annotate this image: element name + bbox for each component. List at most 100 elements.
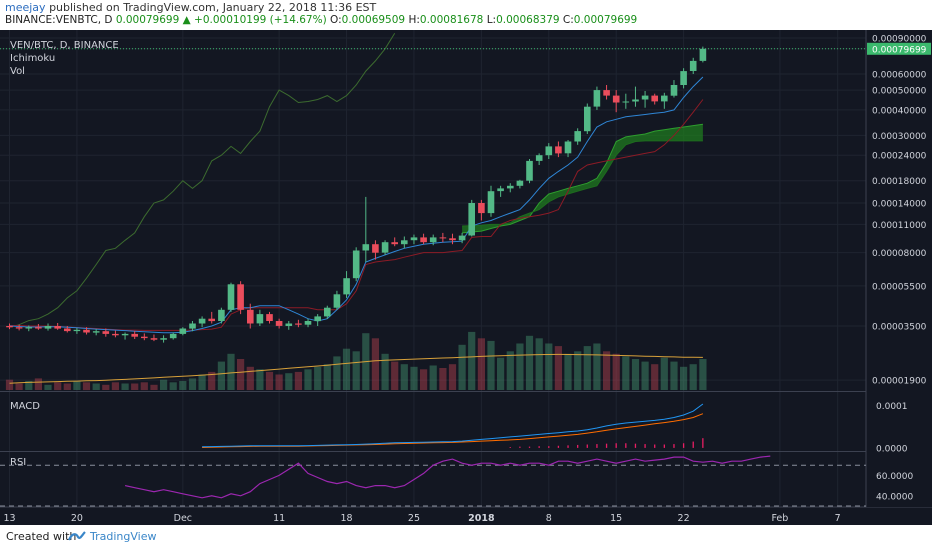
- candle-body: [381, 242, 389, 253]
- candle-body: [160, 338, 167, 340]
- volume-bar: [448, 364, 457, 390]
- candle-body: [612, 95, 620, 103]
- last-price-tag: [867, 42, 931, 55]
- candle-body: [352, 250, 360, 279]
- price-tick-label: 0.00060000: [872, 70, 927, 80]
- candle-body: [651, 95, 658, 102]
- candle-body: [699, 48, 707, 61]
- candle-body: [304, 321, 312, 325]
- high-label: H:: [408, 14, 420, 26]
- rsi-pane: [0, 455, 866, 507]
- volume-bar: [342, 348, 351, 390]
- time-tick-label: 18: [341, 513, 353, 524]
- volume-bar: [323, 364, 331, 390]
- price-tick-label: 0.00005500: [872, 282, 927, 292]
- candle-body: [102, 331, 110, 334]
- volume-bar: [506, 351, 514, 391]
- candle-body: [266, 314, 273, 321]
- price-tick-label: 0.00030000: [872, 132, 927, 142]
- candle-body: [487, 191, 495, 214]
- candle-body: [603, 90, 610, 96]
- chikou-span: [9, 32, 396, 328]
- candle-body: [208, 318, 215, 322]
- tradingview-logo-icon: [68, 531, 86, 541]
- candle-body: [632, 99, 639, 102]
- volume-bar: [237, 359, 245, 390]
- candle-body: [680, 71, 687, 85]
- candle-body: [35, 327, 42, 329]
- volume-bar: [169, 382, 177, 391]
- volume-bar: [391, 361, 399, 390]
- candle-body: [420, 237, 427, 243]
- candle-body: [555, 146, 562, 154]
- low-value: 0.00068379: [496, 14, 560, 26]
- volume-bar: [525, 335, 534, 391]
- candle-body: [150, 338, 158, 340]
- macd-line: [202, 403, 704, 448]
- up-arrow-icon: ▲: [182, 14, 191, 26]
- candle-body: [198, 318, 206, 324]
- volume-bar: [371, 338, 379, 390]
- volume-bar: [179, 381, 187, 390]
- time-axis[interactable]: 13 20 Dec 11 18 25 2018 8 15 22 Feb 7: [3, 513, 840, 524]
- tradingview-brand-link[interactable]: TradingView: [90, 530, 157, 543]
- volume-bar: [150, 384, 158, 390]
- candle-body: [141, 336, 148, 339]
- time-tick-label: Feb: [771, 513, 788, 524]
- volume-bar: [188, 378, 197, 390]
- candle-body: [44, 326, 52, 329]
- close-value: 0.00079699: [573, 14, 638, 26]
- kumo-fill: [462, 124, 703, 233]
- macd-tick-label: 0.0001: [876, 402, 908, 412]
- open-value: 0.00069509: [341, 14, 406, 26]
- volume-bar: [63, 383, 71, 390]
- legend-ichimoku[interactable]: Ichimoku: [10, 53, 55, 64]
- volume-bar: [92, 383, 100, 390]
- candle-body: [468, 203, 475, 236]
- price-tick-label: 0.00014000: [872, 200, 927, 210]
- price-tick-label: 0.00001900: [872, 377, 927, 387]
- volume-bar: [160, 379, 168, 390]
- candle-body: [83, 329, 90, 333]
- volume-bar: [622, 356, 630, 390]
- candle-body: [478, 203, 485, 214]
- legend-vol[interactable]: Vol: [10, 66, 25, 77]
- senkou-span-a: [462, 123, 703, 234]
- volume-bar: [429, 365, 437, 390]
- ohlc-line: BINANCE:VENBTC, D 0.00079699 ▲ +0.000101…: [5, 14, 637, 26]
- candle-body: [372, 244, 379, 253]
- publisher-link[interactable]: meejay: [5, 1, 46, 14]
- macd-label[interactable]: MACD: [10, 401, 40, 412]
- volume-bar: [458, 344, 466, 390]
- candle-body: [439, 237, 447, 239]
- last-price: 0.00079699: [115, 14, 180, 26]
- candle-body: [179, 328, 187, 334]
- volume-bar: [603, 351, 611, 391]
- volume-bar: [304, 369, 312, 390]
- volume-bar: [516, 343, 524, 390]
- candle-body: [410, 237, 418, 241]
- time-tick-label: 8: [546, 513, 552, 524]
- rsi-line: [124, 455, 771, 499]
- candle-body: [622, 101, 630, 103]
- volume-bar: [593, 343, 601, 390]
- candle-body: [574, 131, 581, 142]
- volume-bar: [400, 364, 408, 390]
- volume-bar: [420, 369, 428, 390]
- volume-bar: [227, 353, 235, 390]
- volume-bar: [314, 366, 322, 391]
- rsi-label[interactable]: RSI: [10, 457, 26, 468]
- candle-body: [15, 327, 23, 329]
- candle-body: [516, 180, 524, 186]
- candle-body: [526, 160, 533, 181]
- volume-bar: [275, 374, 283, 390]
- macd-pane: [202, 403, 704, 448]
- price-tick-label: 0.00003500: [872, 322, 927, 332]
- time-tick-label: 13: [3, 513, 15, 524]
- volume-bar: [612, 353, 620, 390]
- candle-body: [670, 85, 678, 96]
- candle-body: [189, 323, 196, 329]
- publish-info: published on TradingView.com, January 22…: [49, 1, 377, 14]
